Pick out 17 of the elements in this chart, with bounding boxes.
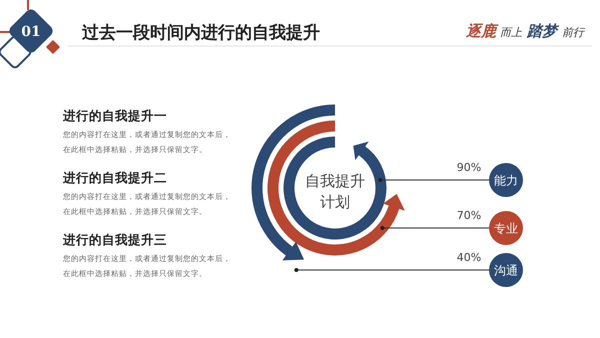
data-label: 70% bbox=[456, 209, 482, 222]
text: 前行 bbox=[562, 26, 586, 39]
text: 逐鹿 bbox=[465, 22, 499, 40]
text: 进行的自我提升三 bbox=[62, 232, 167, 247]
text: 计划 bbox=[320, 193, 350, 211]
text: 而上 bbox=[500, 26, 522, 39]
category-label: 能力 bbox=[494, 174, 518, 188]
text: 自我提升 bbox=[305, 172, 365, 190]
data-label: 90% bbox=[456, 161, 482, 174]
category-label: 沟通 bbox=[494, 264, 518, 278]
text: 01 bbox=[21, 24, 41, 40]
text: 进行的自我提升一 bbox=[62, 108, 167, 123]
data-label: 40% bbox=[456, 251, 482, 264]
text: 踏梦 bbox=[526, 22, 560, 40]
text: 过去一段时间内进行的自我提升 bbox=[81, 23, 320, 43]
text: 进行的自我提升二 bbox=[62, 170, 167, 185]
category-label: 专业 bbox=[494, 222, 518, 236]
